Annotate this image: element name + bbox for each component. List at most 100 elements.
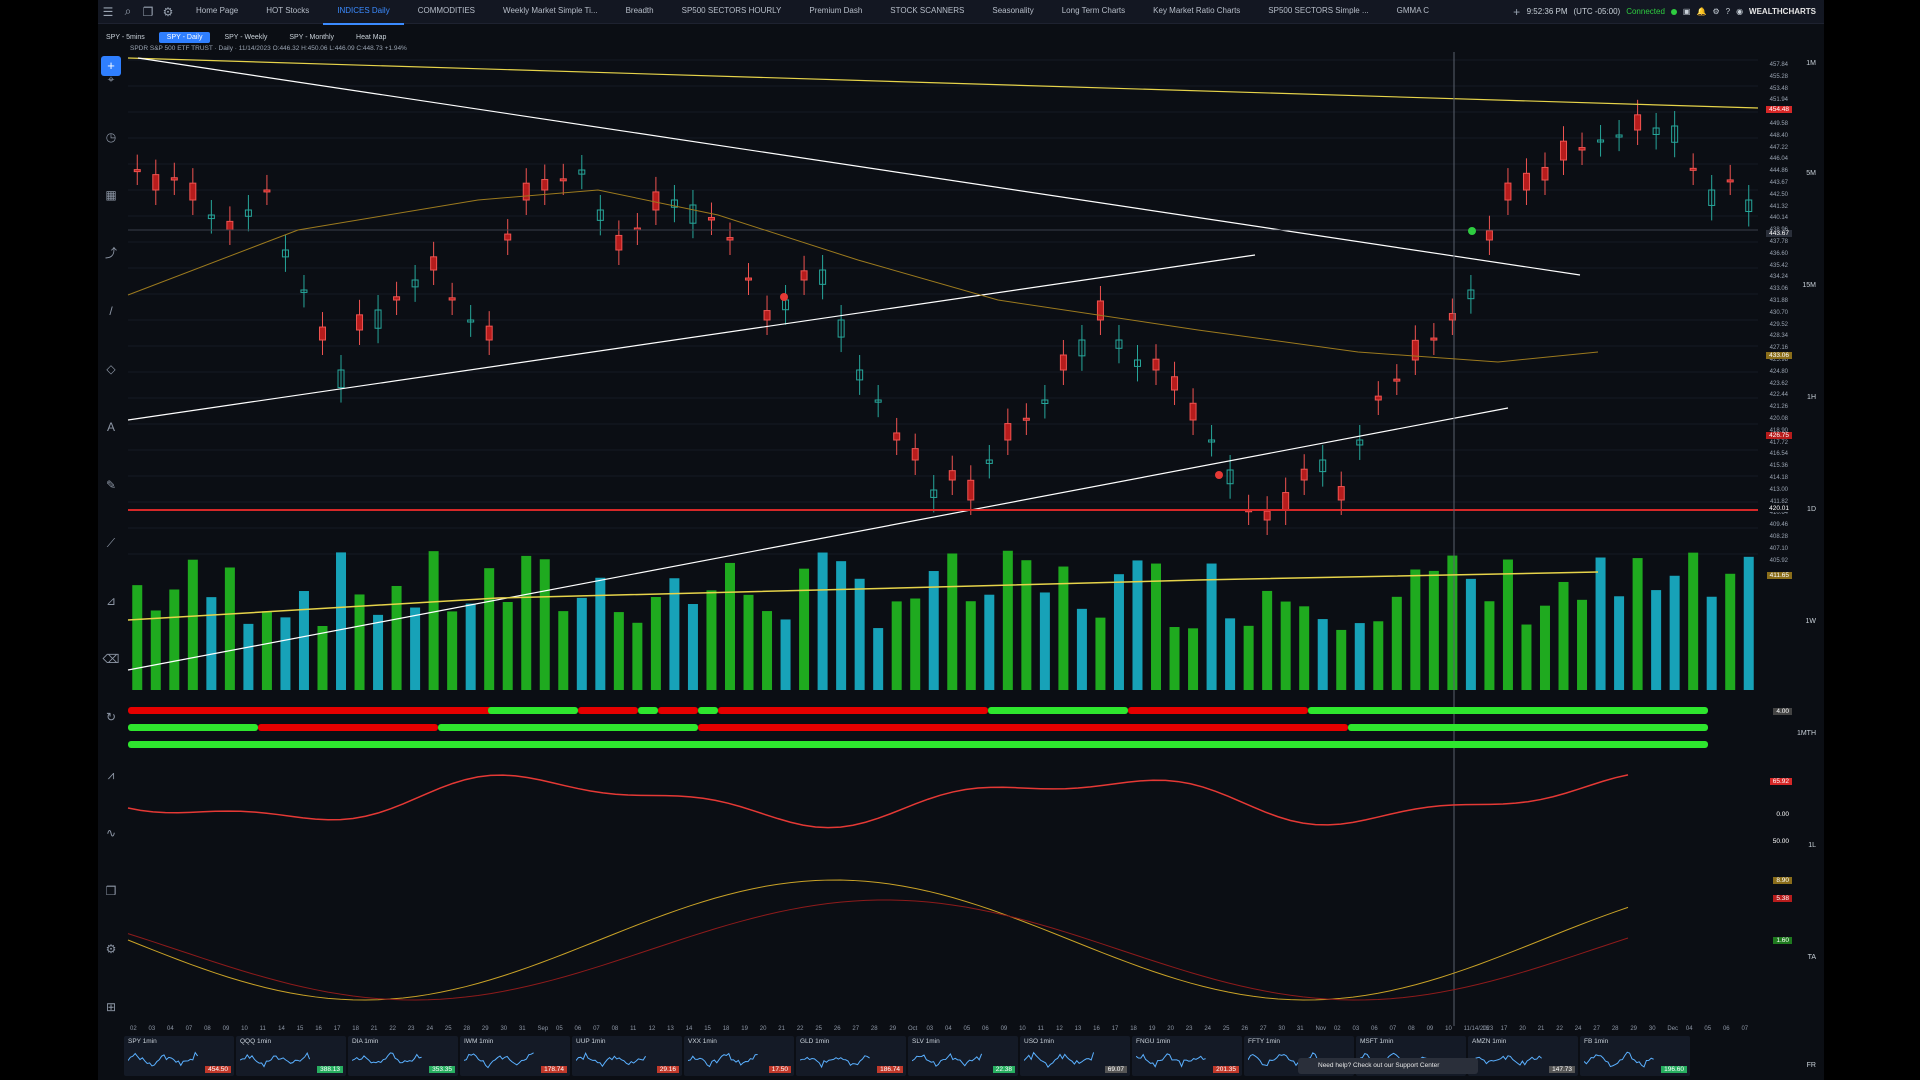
copy-icon[interactable]: ❐ — [142, 4, 154, 19]
date-tick: 22 — [1556, 1026, 1563, 1032]
support-toast[interactable]: Need help? Check out our Support Center — [1298, 1058, 1478, 1074]
price-tick: 436.60 — [1769, 250, 1788, 257]
price-tick: 444.86 — [1769, 168, 1788, 175]
crosshair-icon[interactable]: ⌖ — [107, 72, 115, 86]
watchlist-uup[interactable]: UUP 1min 29.16 — [572, 1036, 682, 1076]
tab-weekly-market-simple-ti-[interactable]: Weekly Market Simple Ti... — [503, 5, 598, 15]
volume-bar — [1299, 606, 1310, 690]
candle-body — [504, 233, 512, 241]
price-tick: 449.58 — [1769, 121, 1788, 127]
timeframe-1w[interactable]: 1W — [1805, 618, 1817, 625]
tab-indices-daily[interactable]: INDICES Daily — [323, 0, 404, 25]
tab-key-market-ratio-charts[interactable]: Key Market Ratio Charts — [1153, 5, 1241, 15]
grid-icon[interactable]: ⊞ — [105, 1000, 117, 1014]
watchlist-slv[interactable]: SLV 1min 22.38 — [908, 1036, 1018, 1076]
bell-icon[interactable]: 🔔 — [1696, 7, 1707, 16]
subtab-spy-5mins[interactable]: SPY - 5mins — [106, 33, 145, 41]
main-chart[interactable]: 02 03 04 07 08 09 10 11 14 15 16 17 18 21 22 23 24 25 28 29… — [98, 0, 1824, 1036]
line-icon[interactable]: / — [109, 304, 113, 318]
tab-premium-dash[interactable]: Premium Dash — [809, 5, 863, 15]
tab-long-term-charts[interactable]: Long Term Charts — [1061, 5, 1126, 15]
subtab-spy-monthly[interactable]: SPY - Monthly — [289, 33, 335, 41]
candle-body — [1578, 147, 1586, 151]
subtab-spy-weekly[interactable]: SPY - Weekly — [224, 33, 268, 41]
watchlist-spy[interactable]: SPY 1min 454.50 — [124, 1036, 234, 1076]
date-tick: 04 — [167, 1026, 174, 1032]
price-tag-vol: 411.65 — [1766, 572, 1792, 579]
watchlist-fngu[interactable]: FNGU 1min 201.35 — [1132, 1036, 1242, 1076]
candle-body — [1022, 417, 1030, 421]
add-chart-button[interactable]: + — [101, 56, 121, 76]
layers-icon[interactable]: ❒ — [105, 884, 117, 898]
watchlist-qqq[interactable]: QQQ 1min 388.13 — [236, 1036, 346, 1076]
volume-bar — [762, 611, 773, 690]
refresh-icon[interactable]: ↻ — [105, 710, 117, 724]
save-icon[interactable]: ▣ — [1682, 7, 1691, 16]
measure-icon[interactable]: ⊿ — [105, 594, 117, 608]
watchlist-iwm[interactable]: IWM 1min 178.74 — [460, 1036, 570, 1076]
shape-icon[interactable]: ◇ — [106, 362, 116, 376]
timeframe-1h[interactable]: 1H — [1807, 394, 1816, 401]
trendline-yellow — [127, 57, 1759, 109]
tab-gmma-c[interactable]: GMMA C — [1396, 5, 1430, 15]
calendar-icon[interactable]: ▦ — [105, 188, 117, 202]
subtab-spy-daily[interactable]: SPY - Daily — [158, 31, 211, 43]
watchlist-gld[interactable]: GLD 1min 186.74 — [796, 1036, 906, 1076]
trend-icon[interactable]: ⤴ — [104, 246, 117, 260]
timeframe-fr[interactable]: FR — [1806, 1062, 1816, 1069]
tab-sp500-sectors-simple-[interactable]: SP500 SECTORS Simple ... — [1268, 5, 1369, 15]
price-tag-ma1: 433.06 — [1766, 352, 1792, 359]
watchlist-dia[interactable]: DIA 1min 353.35 — [348, 1036, 458, 1076]
tab-seasonality[interactable]: Seasonality — [992, 5, 1034, 15]
search-icon[interactable]: ⌕ — [124, 4, 132, 18]
clock-icon[interactable]: ◷ — [105, 130, 117, 144]
volume-bar — [354, 594, 365, 690]
timeframe-15m[interactable]: 15M — [1802, 282, 1816, 289]
volume-bar — [336, 552, 347, 690]
tab-breadth[interactable]: Breadth — [625, 5, 654, 15]
eraser-icon[interactable]: ⌫ — [102, 652, 120, 666]
pencil-icon[interactable]: ✎ — [105, 478, 117, 492]
price-tag-cursor: 443.67 — [1766, 230, 1792, 237]
watchlist-uso[interactable]: USO 1min 69.07 — [1020, 1036, 1130, 1076]
ruler-icon[interactable]: ⟋ — [106, 536, 116, 550]
timeframe-ta[interactable]: TA — [1807, 954, 1816, 961]
avatar[interactable]: ◉ — [1736, 7, 1744, 16]
watchlist-vxx[interactable]: VXX 1min 17.50 — [684, 1036, 794, 1076]
tab-commodities[interactable]: COMMODITIES — [417, 5, 476, 15]
chart-icon[interactable]: ⩘ — [107, 768, 115, 782]
settings-icon[interactable]: ⚙ — [105, 942, 117, 956]
wave-icon[interactable]: ∿ — [105, 826, 117, 840]
text-icon[interactable]: A — [106, 420, 115, 434]
trend-strip-segment — [128, 741, 1708, 748]
timeframe-1mth[interactable]: 1MTH — [1796, 730, 1816, 737]
volume-bar — [669, 578, 680, 690]
watchlist-strip: SPY 1min 454.50 QQQ 1min 388.13 DIA 1min 353.… — [124, 1036, 1794, 1080]
menu-icon[interactable]: ☰ — [102, 4, 114, 19]
tab-stock-scanners[interactable]: STOCK SCANNERS — [890, 5, 965, 15]
price-tag-level: 420.01 — [1766, 505, 1792, 512]
tab-hot-stocks[interactable]: HOT Stocks — [266, 5, 310, 15]
volume-bar — [965, 601, 976, 690]
watchlist-fb[interactable]: FB 1min 196.60 — [1580, 1036, 1690, 1076]
timeframe-1l[interactable]: 1L — [1808, 842, 1816, 849]
candle-body — [133, 169, 141, 173]
gear-icon[interactable]: ⚙ — [1712, 7, 1720, 16]
add-tab-icon[interactable]: + — [1513, 4, 1521, 19]
volume-bar — [1113, 574, 1124, 690]
timeframe-1m[interactable]: 1M — [1806, 60, 1816, 67]
tab-sp500-sectors-hourly[interactable]: SP500 SECTORS HOURLY — [681, 5, 782, 15]
help-icon[interactable]: ? — [1725, 7, 1731, 16]
date-tick: 30 — [500, 1026, 507, 1032]
tab-home-page[interactable]: Home Page — [196, 5, 239, 15]
timeframe-1d[interactable]: 1D — [1807, 506, 1816, 513]
ticker-label: IWM 1min — [464, 1038, 494, 1045]
subtab-heat-map[interactable]: Heat Map — [356, 33, 387, 41]
sparkline — [1584, 1051, 1654, 1068]
volume-bar — [1688, 552, 1699, 690]
price-tick: 414.18 — [1769, 475, 1788, 481]
timeframe-5m[interactable]: 5M — [1806, 170, 1816, 177]
ai-icon[interactable]: ⚙ — [162, 4, 174, 19]
watchlist-amzn[interactable]: AMZN 1min 147.73 — [1468, 1036, 1578, 1076]
clock-time: 9:52:36 PM — [1526, 7, 1568, 16]
